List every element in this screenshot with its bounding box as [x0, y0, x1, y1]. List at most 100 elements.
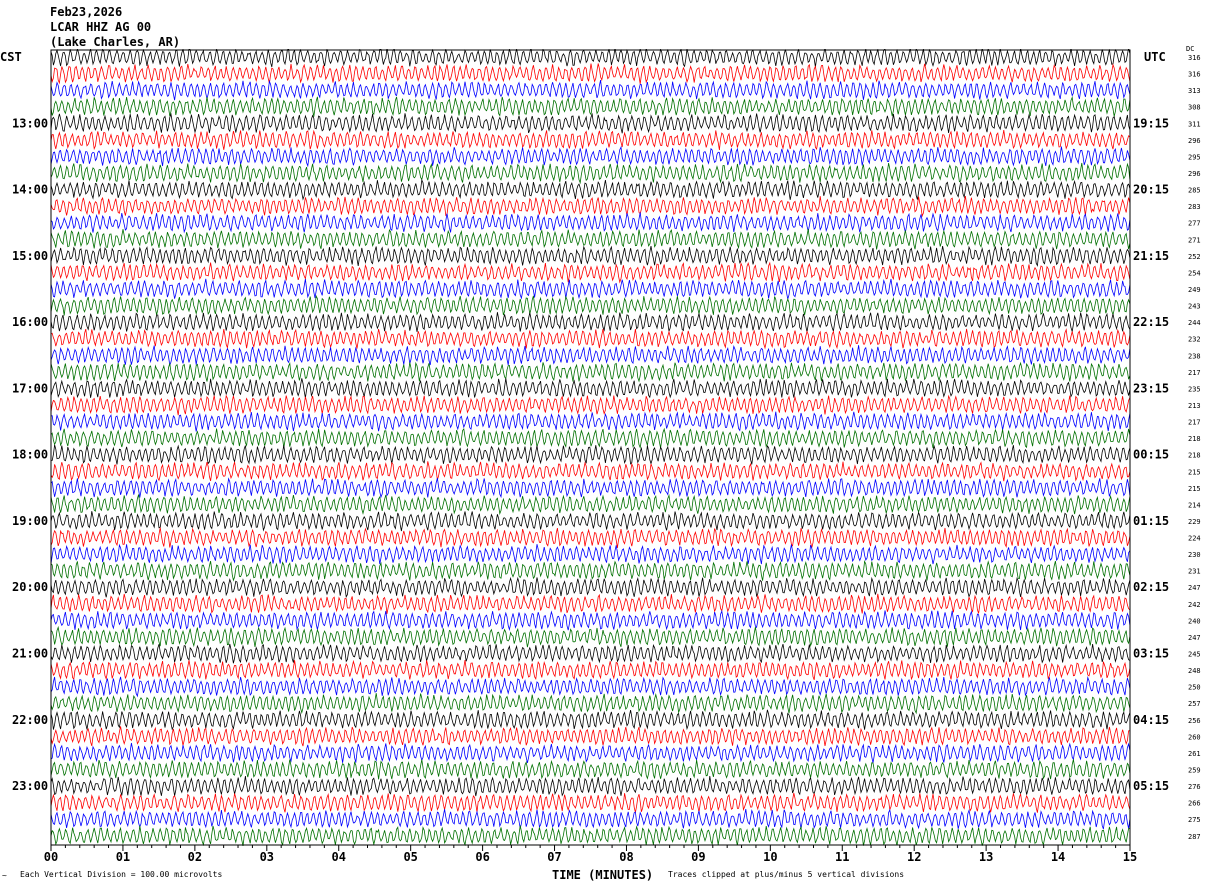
right-hour-label: 02:15: [1133, 580, 1169, 594]
dc-value: 271: [1188, 236, 1201, 244]
left-timezone-label: CST: [0, 50, 22, 64]
dc-value: 259: [1188, 767, 1201, 775]
trace-32: [51, 576, 1130, 599]
dc-value: 261: [1188, 750, 1201, 758]
right-hour-label: 00:15: [1133, 448, 1169, 462]
trace-9: [51, 196, 1130, 218]
trace-41: [51, 726, 1130, 747]
dc-value: 213: [1188, 402, 1201, 410]
dc-value: 296: [1188, 170, 1201, 178]
row-labels: 316 316 313 308 311 296 295 296 285 283 277 271 252 2…: [12, 54, 1201, 841]
left-hour-label: 22:00: [12, 713, 48, 727]
dc-value: 243: [1188, 303, 1201, 311]
dc-value: 276: [1188, 783, 1201, 791]
trace-47: [51, 825, 1130, 846]
trace-20: [51, 378, 1130, 399]
trace-17: [51, 328, 1130, 350]
x-axis: 00 01 02 03 04 05 06 07 08 09 10 11 12 13 14 15: [44, 845, 1137, 864]
x-tick-label: 07: [547, 850, 561, 864]
x-tick-label: 12: [907, 850, 921, 864]
dc-header: DC: [1186, 45, 1194, 53]
left-hour-label: 16:00: [12, 315, 48, 329]
trace-31: [51, 559, 1130, 582]
dc-value: 229: [1188, 518, 1201, 526]
trace-39: [51, 693, 1130, 715]
trace-6: [51, 145, 1130, 168]
trace-2: [51, 79, 1130, 101]
dc-value: 235: [1188, 385, 1201, 393]
dc-value: 230: [1188, 551, 1201, 559]
traces-group: [51, 49, 1130, 846]
dc-value: 242: [1188, 601, 1201, 609]
scale-icon: ~: [2, 871, 7, 880]
dc-value: 215: [1188, 468, 1201, 476]
plot-frame: [50, 49, 1131, 846]
x-tick-label: 06: [475, 850, 489, 864]
station-code: LCAR HHZ AG 00: [50, 20, 151, 34]
dc-value: 248: [1188, 667, 1201, 675]
dc-value: 295: [1188, 153, 1201, 161]
dc-value: 215: [1188, 485, 1201, 493]
trace-21: [51, 394, 1130, 416]
trace-4: [51, 112, 1130, 134]
trace-34: [51, 609, 1130, 632]
dc-value: 247: [1188, 634, 1201, 642]
dc-value: 277: [1188, 220, 1201, 228]
x-tick-label: 00: [44, 850, 58, 864]
station-location: (Lake Charles, AR): [50, 35, 180, 49]
x-tick-label: 02: [188, 850, 202, 864]
trace-36: [51, 643, 1130, 664]
right-hour-label: 19:15: [1133, 116, 1169, 130]
dc-value: 217: [1188, 369, 1201, 377]
trace-1: [51, 63, 1130, 85]
trace-40: [51, 709, 1130, 731]
dc-value: 245: [1188, 651, 1201, 659]
trace-26: [51, 477, 1130, 499]
x-tick-label: 13: [979, 850, 993, 864]
right-hour-label: 03:15: [1133, 647, 1169, 661]
left-hour-label: 15:00: [12, 249, 48, 263]
x-tick-label: 05: [403, 850, 417, 864]
trace-28: [51, 511, 1130, 532]
right-hour-label: 04:15: [1133, 713, 1169, 727]
dc-value: 238: [1188, 352, 1201, 360]
trace-25: [51, 461, 1130, 482]
trace-10: [51, 212, 1130, 234]
dc-value: 260: [1188, 733, 1201, 741]
dc-value: 218: [1188, 452, 1201, 460]
trace-5: [51, 129, 1130, 151]
trace-3: [51, 96, 1130, 117]
dc-value: 218: [1188, 435, 1201, 443]
trace-43: [51, 759, 1130, 780]
trace-23: [51, 427, 1130, 450]
x-tick-label: 14: [1051, 850, 1065, 864]
trace-42: [51, 742, 1130, 763]
right-hour-label: 23:15: [1133, 381, 1169, 395]
dc-value: 249: [1188, 286, 1201, 294]
trace-46: [51, 808, 1130, 830]
trace-45: [51, 792, 1130, 813]
trace-29: [51, 527, 1130, 549]
dc-value: 244: [1188, 319, 1201, 327]
x-tick-label: 15: [1123, 850, 1137, 864]
trace-27: [51, 493, 1130, 516]
dc-value: 316: [1188, 54, 1201, 62]
left-hour-label: 20:00: [12, 580, 48, 594]
right-hour-label: 01:15: [1133, 514, 1169, 528]
x-tick-label: 08: [619, 850, 633, 864]
right-hour-label: 21:15: [1133, 249, 1169, 263]
dc-value: 240: [1188, 617, 1201, 625]
trace-38: [51, 676, 1130, 698]
scale-note: Each Vertical Division = 100.00 microvol…: [20, 870, 222, 879]
dc-value: 287: [1188, 833, 1201, 841]
right-hour-label: 05:15: [1133, 779, 1169, 793]
dc-value: 250: [1188, 684, 1201, 692]
trace-14: [51, 278, 1130, 300]
trace-11: [51, 229, 1130, 250]
left-hour-label: 21:00: [12, 647, 48, 661]
clip-note: Traces clipped at plus/minus 5 vertical …: [668, 870, 904, 879]
plot-date: Feb23,2026: [50, 5, 122, 19]
dc-value: 308: [1188, 104, 1201, 112]
trace-33: [51, 593, 1130, 614]
